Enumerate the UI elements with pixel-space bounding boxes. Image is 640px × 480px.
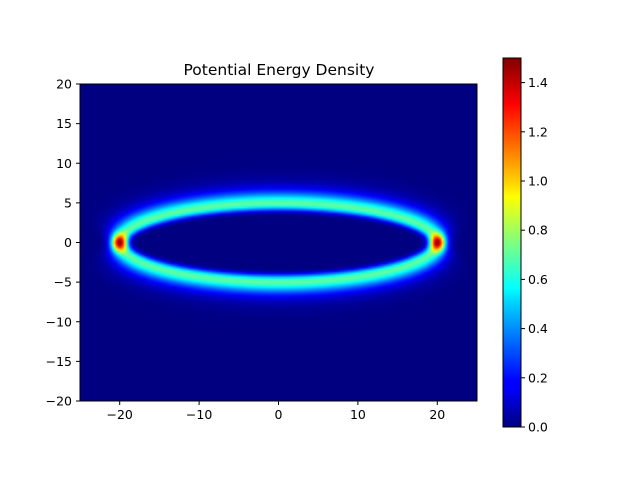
colorbar-tick-label: 1.2 xyxy=(528,124,548,139)
y-tick-label: −20 xyxy=(46,394,72,409)
colorbar-tick-label: 0.2 xyxy=(528,370,548,385)
y-tick-label: 20 xyxy=(56,77,72,92)
x-tick-label: 0 xyxy=(275,407,283,422)
x-tick-label: −20 xyxy=(107,407,133,422)
colorbar-tick-label: 0.4 xyxy=(528,321,548,336)
y-tick-label: 0 xyxy=(64,235,72,250)
heatmap-image xyxy=(80,84,477,401)
y-tick-label: 5 xyxy=(64,195,72,210)
colorbar-scale xyxy=(502,57,522,428)
colorbar-tick-label: 1.0 xyxy=(528,174,548,189)
y-axis: −20 −15 −10 −5 0 5 10 15 20 xyxy=(46,77,80,409)
y-tick-label: 10 xyxy=(56,156,72,171)
colorbar-tick-label: 0.8 xyxy=(528,223,548,238)
y-tick-label: −5 xyxy=(54,275,72,290)
x-tick-label: 10 xyxy=(350,407,366,422)
x-axis: −20 −10 0 10 20 xyxy=(107,401,445,422)
plot-area xyxy=(79,83,478,402)
colorbar-axis: 0.0 0.2 0.4 0.6 0.8 1.0 1.2 1.4 xyxy=(521,75,548,435)
x-tick-label: 20 xyxy=(429,407,445,422)
y-tick-label: −10 xyxy=(46,314,72,329)
colorbar-tick-label: 0.0 xyxy=(528,420,548,435)
colorbar-tick-label: 0.6 xyxy=(528,272,548,287)
y-tick-label: 15 xyxy=(56,116,72,131)
colorbar-tick-label: 1.4 xyxy=(528,75,548,90)
chart-title: Potential Energy Density xyxy=(184,61,375,79)
x-tick-label: −10 xyxy=(186,407,212,422)
y-tick-label: −15 xyxy=(46,354,72,369)
colorbar: 0.0 0.2 0.4 0.6 0.8 1.0 1.2 1.4 xyxy=(502,57,548,435)
